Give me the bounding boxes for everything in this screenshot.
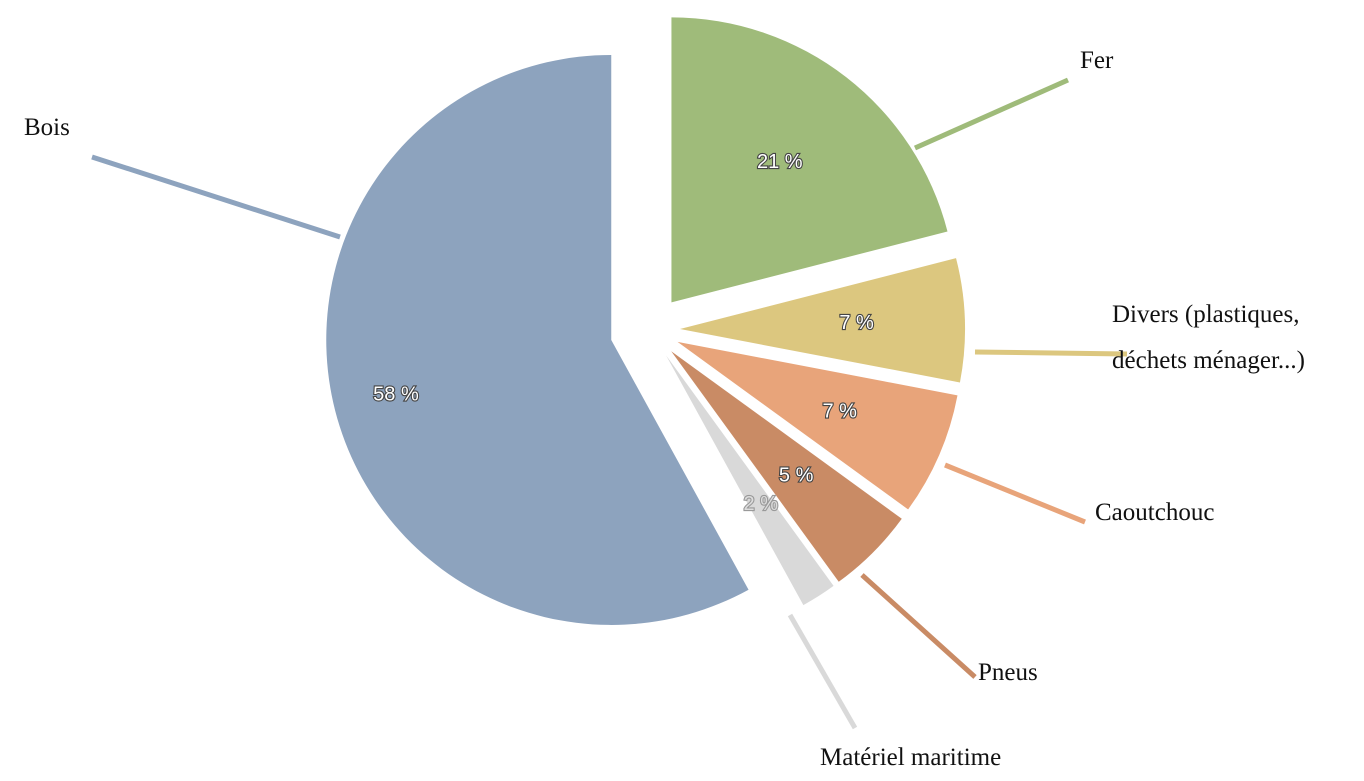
value-label: 5 % xyxy=(779,464,814,486)
category-label: Caoutchouc xyxy=(1095,499,1215,526)
category-label: Pneus xyxy=(978,659,1038,686)
leader-line xyxy=(860,573,977,679)
value-label: 58 % xyxy=(373,384,419,406)
leader-line xyxy=(913,77,1070,151)
value-label: 7 % xyxy=(822,400,857,422)
value-label: 21 % xyxy=(757,151,803,173)
pie-slice xyxy=(326,54,749,625)
leader-line xyxy=(91,154,341,240)
value-label: 7 % xyxy=(839,312,874,334)
pie-slice xyxy=(671,17,948,303)
category-label: Bois xyxy=(24,114,70,141)
pie-slice xyxy=(666,355,834,606)
category-label: Fer xyxy=(1080,47,1114,74)
leader-line xyxy=(944,462,1086,525)
leader-line xyxy=(974,349,1128,357)
pie-slice xyxy=(677,341,958,510)
pie-slice xyxy=(671,351,902,582)
pie-slice xyxy=(679,258,965,383)
leader-line xyxy=(787,613,858,730)
category-label: Matériel maritime xyxy=(820,744,1002,771)
category-label: Divers (plastiques, déchets ménager...) xyxy=(1112,301,1305,374)
value-label: 2 % xyxy=(744,493,779,515)
